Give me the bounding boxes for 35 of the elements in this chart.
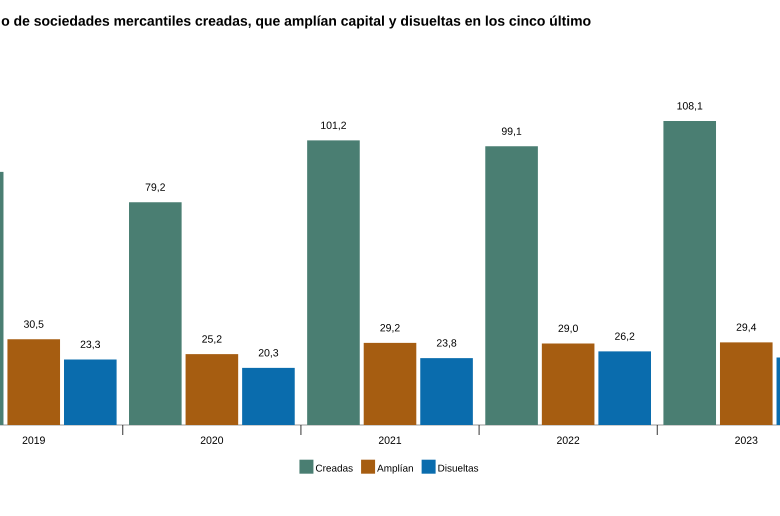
- data-label: 23,3: [80, 340, 100, 350]
- bar: [542, 343, 594, 425]
- x-tick-label: 2023: [735, 436, 758, 444]
- x-tick-label: 2022: [557, 436, 580, 444]
- legend-label: Amplían: [377, 464, 413, 474]
- x-tick-label: 2019: [22, 436, 45, 444]
- x-tick-label: 2020: [200, 436, 224, 444]
- bar: [598, 351, 651, 425]
- legend-label: Disueltas: [438, 464, 478, 472]
- bar: [7, 339, 60, 425]
- bar: [663, 120, 716, 425]
- bar: [186, 354, 238, 425]
- data-label: 101,2: [321, 122, 346, 130]
- bar: [242, 368, 295, 425]
- data-label: 25,2: [202, 335, 222, 344]
- bar: [420, 358, 473, 425]
- bar: [485, 146, 538, 425]
- bar: [129, 202, 182, 425]
- data-label: 29,2: [380, 324, 400, 333]
- data-label: 108,1: [677, 102, 702, 111]
- chart-title: o de sociedades mercantiles creadas, que amplían capital y disueltas en los cinco último: [2, 15, 591, 29]
- bar: [364, 342, 416, 425]
- data-label: 99,1: [502, 127, 522, 136]
- data-label: 30,5: [24, 320, 44, 330]
- data-label: 79,2: [146, 183, 165, 192]
- data-label: 29,0: [558, 324, 578, 334]
- legend-label: Creadas: [316, 464, 353, 472]
- data-label: 20,3: [258, 349, 278, 358]
- x-tick-label: 2021: [378, 436, 402, 444]
- data-label: 29,4: [736, 323, 756, 332]
- bar: [720, 342, 773, 425]
- data-label: 23,8: [436, 339, 456, 348]
- bar: [307, 140, 360, 425]
- data-label: 26,2: [615, 332, 634, 342]
- bar: [64, 359, 117, 425]
